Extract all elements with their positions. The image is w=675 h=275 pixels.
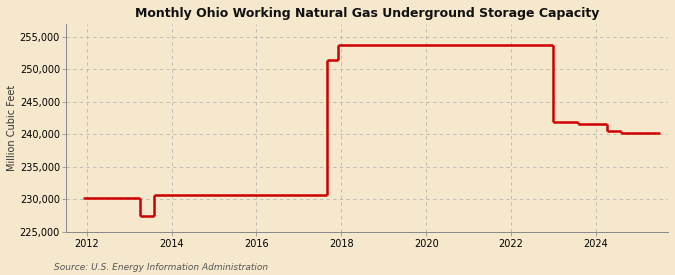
Text: Source: U.S. Energy Information Administration: Source: U.S. Energy Information Administ… — [54, 263, 268, 272]
Title: Monthly Ohio Working Natural Gas Underground Storage Capacity: Monthly Ohio Working Natural Gas Undergr… — [134, 7, 599, 20]
Y-axis label: Million Cubic Feet: Million Cubic Feet — [7, 85, 17, 171]
